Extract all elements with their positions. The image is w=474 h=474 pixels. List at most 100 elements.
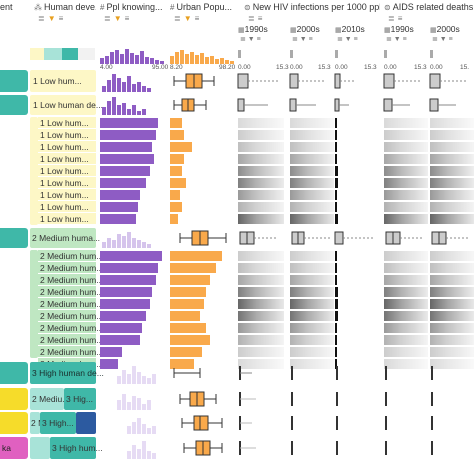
detail-row-label[interactable]: 1 Low hum... (38, 141, 96, 152)
sort-icon[interactable]: ≣ (38, 13, 45, 23)
detail-row-text: 2 Medium hum... (40, 323, 104, 333)
column-header-new-hiv[interactable]: ⊜ New HIV infections per 1000 ppl ... (244, 0, 380, 14)
sort-icon[interactable]: ≣ (174, 13, 181, 23)
filter-icon[interactable]: ▼ (183, 13, 192, 23)
sort-icon[interactable]: ≣ (388, 13, 395, 23)
column-header-ppl-knowing[interactable]: # Ppl knowing... (100, 0, 170, 14)
column-header-human-development-label: Human deve... (44, 2, 96, 12)
detail-row-label[interactable]: 2 Medium hum... (38, 346, 103, 357)
more-icon[interactable]: ≡ (58, 13, 64, 23)
filter-icon[interactable]: ▼ (113, 13, 122, 23)
group-label-cell[interactable]: 2 M... (30, 412, 52, 434)
more-icon[interactable]: ≡ (397, 13, 403, 23)
detail-row-text: 2 Medium hum... (40, 347, 104, 357)
group-label-cell[interactable]: 2 Medium huma... (30, 228, 100, 248)
detail-row-label[interactable]: 1 Low hum... (38, 201, 96, 212)
ppl-knowing-bar (100, 190, 140, 200)
group-label-cell[interactable] (76, 412, 96, 434)
subcolumn-aids-2000s[interactable]: ▦2000s (430, 24, 474, 36)
urban-population-bar (170, 202, 182, 212)
heatmap-strip (430, 142, 474, 152)
detail-row-label[interactable]: 1 Low hum... (38, 129, 96, 140)
urban-population-bar (170, 190, 180, 200)
subcolumn-hiv-2000s[interactable]: ▦2000s (290, 24, 336, 36)
detail-row-label[interactable]: 2 Medium hum... (38, 250, 103, 261)
detail-row-label[interactable]: 1 Low hum... (38, 117, 96, 128)
group-label: 3 High human de... (32, 368, 104, 378)
group-label-cell[interactable]: 3 High human de... (30, 362, 104, 384)
detail-row-label[interactable]: 1 Low hum... (38, 153, 96, 164)
heatmap-strip (290, 251, 334, 261)
group-label-cell[interactable]: 1 Low hum... (30, 70, 96, 92)
ppl-knowing-bar (100, 311, 146, 321)
heatmap-strip (384, 166, 428, 176)
heatmap-strip (430, 263, 474, 273)
detail-row-label[interactable]: 1 Low hum... (38, 165, 96, 176)
entity-group-cell[interactable] (0, 412, 28, 434)
detail-row-label[interactable]: 2 Medium hum... (38, 286, 103, 297)
urban-population-boxplot (179, 391, 217, 407)
group-label: 1 Low hum... (33, 76, 82, 86)
sort-icon[interactable]: ≣ (248, 13, 255, 23)
hiv-2000s-boxplot (291, 231, 330, 245)
detail-row-label[interactable]: 2 Medium hum... (38, 262, 103, 273)
column-header-aids-deaths[interactable]: ⊜ AIDS related deaths pe (384, 0, 474, 14)
ppl-knowing-bar (100, 202, 138, 212)
entity-group-cell[interactable] (0, 95, 28, 115)
entity-group-cell[interactable]: ka (0, 437, 28, 459)
subcolumn-hiv-2010s[interactable]: ▦2010s (335, 24, 381, 36)
ppl-knowing-bar (100, 359, 118, 369)
detail-row-label[interactable]: 2 Medium hum... (38, 310, 103, 321)
hiv-2010s-boxplot (334, 231, 375, 245)
more-icon[interactable]: ≡ (124, 13, 130, 23)
hiv-2000s-boxplot (291, 441, 293, 455)
heatmap-strip (384, 299, 428, 309)
axis-tick-hiv-min-1: 0.00 (238, 64, 251, 71)
detail-row-text: 1 Low hum... (40, 190, 89, 200)
urban-population-bar (170, 287, 206, 297)
heatmap-strip (238, 287, 284, 297)
group-label-cell[interactable]: 1 Low human de... (30, 95, 103, 115)
hiv-2000s-boxplot (289, 98, 316, 112)
toolbar-human-development: ≣ ▼ ≡ (38, 13, 63, 23)
group-label-cell[interactable]: 3 Hig... (64, 388, 96, 410)
subtool-row: ≣ ▼ ≡ (337, 36, 358, 43)
toolbar-new-hiv: ≣ ≡ (248, 13, 262, 23)
entity-group-cell[interactable] (0, 228, 28, 248)
detail-row-label[interactable]: 2 Medium hum... (38, 274, 103, 285)
subcolumn-hiv-1990s[interactable]: ▦1990s (238, 24, 284, 36)
detail-row-label[interactable]: 2 Medium hum... (38, 322, 103, 333)
heatmap-strip (430, 335, 474, 345)
detail-row-label[interactable]: 2 Medium hum... (38, 334, 103, 345)
group-label-cell[interactable]: 3 High hum... (50, 437, 103, 459)
urban-population-bar (170, 275, 210, 285)
toolbar-aids-deaths: ≣ ≡ (388, 13, 402, 23)
column-header-human-development[interactable]: ⁂ Human deve... (34, 0, 96, 14)
column-header-urban-population[interactable]: # Urban Popu... (170, 0, 240, 14)
detail-row-label[interactable]: 1 Low hum... (38, 189, 96, 200)
detail-row-label[interactable]: 2 Medium hum... (38, 298, 103, 309)
entity-group-cell[interactable] (0, 362, 28, 384)
detail-row-label[interactable]: 1 Low hum... (38, 213, 96, 224)
subcolumn-aids-1990s[interactable]: ▦1990s (384, 24, 430, 36)
column-header-entity[interactable]: ent (0, 0, 30, 14)
group-label-cell[interactable]: 2 Mediu... (30, 388, 69, 410)
filter-icon[interactable]: ▼ (47, 13, 56, 23)
more-icon[interactable]: ≡ (194, 13, 200, 23)
sort-icon[interactable]: ≣ (104, 13, 111, 23)
heatmap-marker (335, 323, 337, 333)
category-summary-strip[interactable] (30, 48, 95, 60)
group-label-cell[interactable] (30, 437, 50, 459)
entity-group-cell[interactable] (0, 388, 28, 410)
urban-population-bar (170, 263, 216, 273)
entity-group-cell[interactable] (0, 70, 28, 92)
axis-tick-aids-min-2: 0.00 (430, 64, 443, 71)
subtool-row: ≣ ▼ ≡ (292, 36, 313, 43)
group-label: 1 Low human de... (33, 100, 103, 110)
heatmap-marker (335, 154, 337, 164)
more-icon[interactable]: ≡ (257, 13, 263, 23)
detail-row-label[interactable]: 1 Low hum... (38, 177, 96, 188)
group-label-cell[interactable]: 3 High... (40, 412, 76, 434)
heatmap-marker (335, 142, 337, 152)
aids-1990s-boxplot (385, 441, 387, 455)
